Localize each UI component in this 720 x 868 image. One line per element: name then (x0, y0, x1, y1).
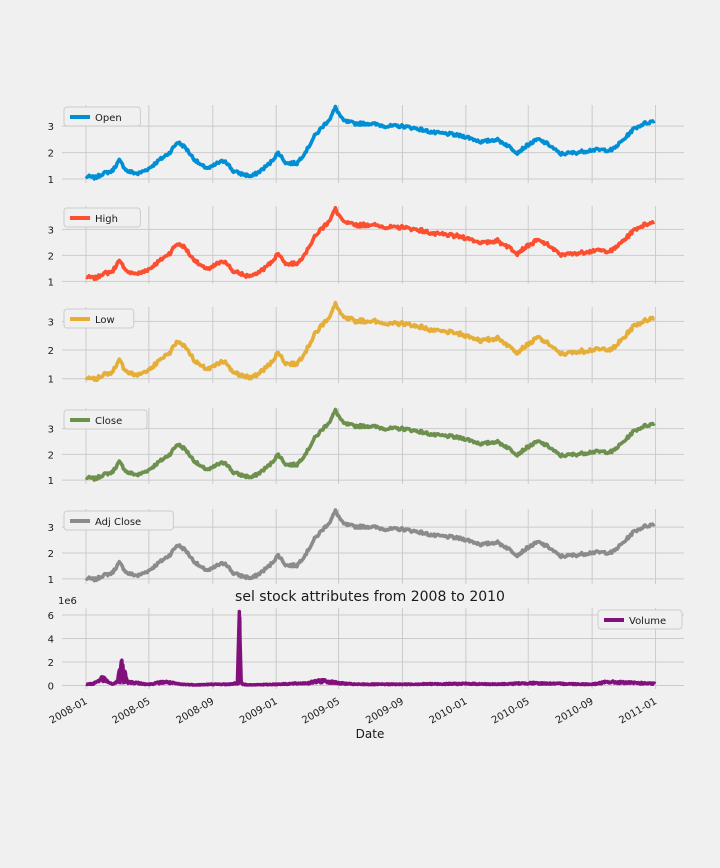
panel-open: 1 2 3 Open (48, 104, 684, 186)
x-tick-label: 2009-09 (364, 696, 406, 726)
legend-label: High (95, 214, 118, 225)
y-tick-label: 6 (48, 611, 54, 622)
y-tick-label: 1 (48, 476, 54, 487)
series-line-close (84, 407, 656, 482)
panel-close: 1 2 3 Close (48, 407, 684, 487)
y-tick-label: 2 (48, 346, 54, 357)
legend-box (63, 207, 141, 228)
y-tick-label: 3 (48, 122, 54, 133)
legend-label: Close (95, 416, 122, 427)
legend-label: Volume (629, 616, 666, 627)
series-line-open (84, 104, 656, 181)
y-tick-label: 1 (48, 575, 54, 586)
x-axis-label: Date (356, 727, 385, 741)
y-tick-label: 0 (48, 681, 54, 692)
panel-high: 1 2 3 High (48, 205, 684, 288)
y-tick-label: 3 (48, 523, 54, 534)
x-tick-label: 2008-01 (48, 696, 90, 726)
legend-box (63, 409, 148, 430)
series-line-high (85, 205, 656, 282)
legend-box (63, 308, 135, 329)
x-tick-label: 2009-05 (300, 696, 342, 726)
y-offset-label: 1e6 (58, 596, 77, 607)
x-tick-label: 2009-01 (238, 696, 280, 726)
x-tick-label: 2008-05 (111, 696, 153, 726)
legend-label: Open (95, 113, 122, 124)
series-line-volume (84, 609, 657, 687)
legend-box (63, 510, 174, 531)
y-tick-label: 2 (48, 549, 54, 560)
x-tick-label: 2010-01 (428, 696, 470, 726)
legend-box (597, 609, 683, 630)
y-tick-label: 1 (48, 277, 54, 288)
y-tick-label: 4 (48, 635, 54, 646)
y-tick-label: 2 (48, 450, 54, 461)
x-tick-label: 2010-09 (554, 696, 596, 726)
panel-volume: 0 2 4 6 1e6 Volume 2008-01 2008-05 2008-09 2009-0… (48, 596, 684, 726)
y-tick-label: 2 (48, 251, 54, 262)
series-line-low (84, 300, 656, 383)
series-line-adj-close (84, 508, 656, 583)
y-tick-label: 3 (48, 425, 54, 436)
y-tick-label: 2 (48, 149, 54, 160)
y-tick-label: 1 (48, 375, 54, 386)
legend-label: Low (95, 315, 115, 326)
y-tick-label: 3 (48, 317, 54, 328)
x-tick-label: 2008-09 (175, 696, 217, 726)
panel-low: 1 2 3 Low (48, 300, 684, 386)
x-tick-label: 2010-05 (490, 696, 532, 726)
x-tick-label: 2011-01 (617, 696, 659, 726)
chart-title: sel stock attributes from 2008 to 2010 (235, 589, 505, 605)
legend-label: Adj Close (95, 517, 141, 528)
legend-box (63, 106, 141, 127)
panel-adj-close: 1 2 3 Adj Close (48, 508, 684, 586)
y-tick-label: 1 (48, 175, 54, 186)
chart-panels: 1 2 3 Open 1 2 3 High 1 2 3 Low 1 2 3 Close 1 2 3 Adj Close… (48, 104, 684, 726)
y-tick-label: 3 (48, 225, 54, 236)
y-tick-label: 2 (48, 658, 54, 669)
